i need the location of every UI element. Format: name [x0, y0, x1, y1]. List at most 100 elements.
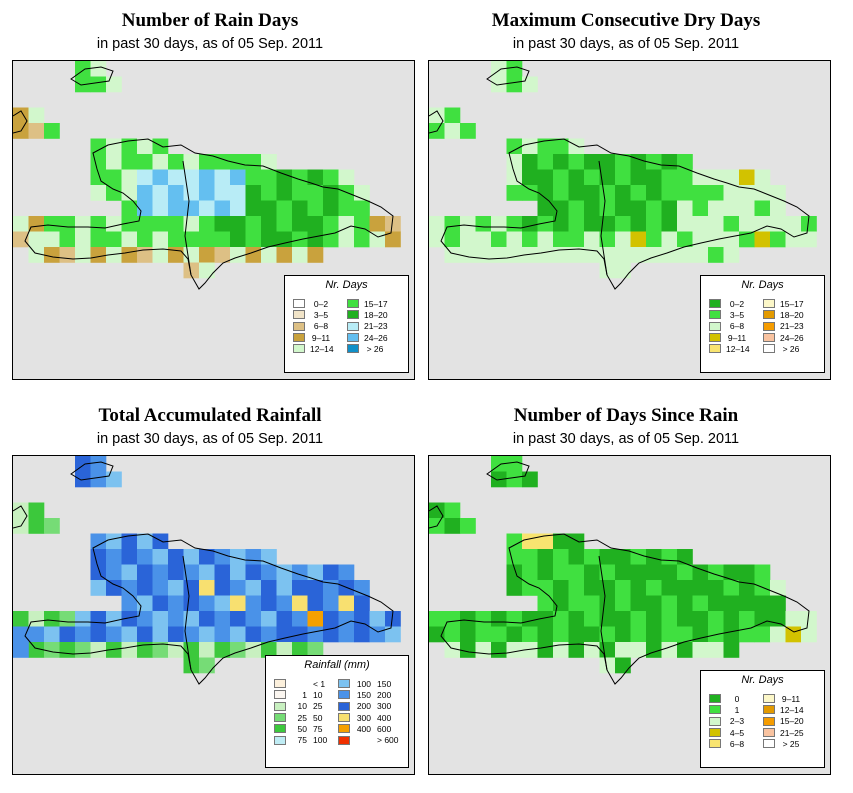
- legend-label-high: > 600: [377, 735, 399, 746]
- grid-cell: [245, 185, 262, 201]
- grid-cell: [770, 595, 786, 612]
- grid-cell: [646, 231, 662, 248]
- coastline: [13, 505, 28, 529]
- grid-cell: [137, 231, 153, 248]
- grid-cell: [214, 611, 231, 627]
- panel-since-rain: Number of Days Since Rain in past 30 day…: [418, 395, 834, 788]
- legend-entry: 1 10: [274, 689, 335, 700]
- legend-swatch: [347, 299, 359, 309]
- legend-label: 4–5: [729, 727, 745, 738]
- legend-swatch: [274, 735, 286, 745]
- grid-cell: [307, 642, 324, 658]
- grid-cell: [75, 626, 91, 643]
- grid-cell: [292, 185, 308, 201]
- grid-cell: [537, 549, 554, 565]
- grid-cell: [90, 138, 107, 155]
- grid-cell: [568, 580, 585, 596]
- grid-cell: [646, 216, 662, 232]
- legend-label-high: 200: [377, 689, 392, 700]
- legend-entry: 1: [709, 704, 748, 715]
- grid-cell: [106, 642, 122, 658]
- grid-cell: [444, 123, 461, 139]
- grid-cell: [385, 216, 401, 232]
- grid-cell: [307, 626, 324, 643]
- grid-cell: [785, 611, 802, 627]
- grid-cell: [646, 200, 662, 217]
- grid-cell: [338, 580, 355, 596]
- grid-cell: [754, 216, 771, 232]
- legend-label-high: 10: [313, 689, 323, 700]
- legend-entry: 50 75: [274, 723, 335, 734]
- grid-cell: [106, 231, 122, 248]
- coastline: [440, 533, 810, 685]
- grid-cell: [646, 564, 662, 581]
- grid-cell: [90, 456, 107, 472]
- grid-cell: [230, 564, 246, 581]
- grid-cell: [106, 580, 122, 596]
- legend-label: 6–8: [313, 321, 329, 332]
- grid-cell: [90, 76, 107, 93]
- grid-cell: [152, 247, 169, 263]
- grid-cell: [276, 200, 293, 217]
- grid-cell: [677, 216, 693, 232]
- grid-cell: [168, 611, 184, 627]
- grid-cell: [522, 247, 538, 263]
- legend-label: > 25: [782, 738, 800, 749]
- grid-cell: [292, 642, 308, 658]
- grid-cell: [553, 154, 569, 170]
- grid-cell: [522, 231, 538, 248]
- legend-label: 0–2: [729, 298, 745, 309]
- grid-cell: [369, 216, 386, 232]
- grid-cell: [13, 107, 29, 124]
- grid-cell: [28, 216, 45, 232]
- grid-cell: [599, 216, 616, 232]
- grid-cell: [553, 580, 569, 596]
- legend-entry: 6–8: [709, 738, 748, 749]
- coastline: [24, 138, 394, 290]
- grid-cell: [369, 626, 386, 643]
- grid-cell: [615, 231, 631, 248]
- grid-cell: [584, 216, 600, 232]
- grid-cell: [568, 642, 585, 658]
- legend-swatch: [763, 705, 775, 715]
- grid-cell: [292, 580, 308, 596]
- grid-cell: [168, 200, 184, 217]
- grid-cell: [553, 185, 569, 201]
- legend-entry: 12–14: [709, 343, 750, 354]
- grid-cell: [168, 169, 184, 186]
- legend-entry: 10 25: [274, 701, 335, 712]
- grid-cell: [199, 657, 215, 674]
- grid-cell: [615, 611, 631, 627]
- grid-cell: [599, 247, 616, 263]
- grid-cell: [214, 595, 231, 612]
- map-legend: Nr. Days 0 1 2–3 4–5 6–8 9–11 12–14 15–20 21–25 >…: [700, 670, 825, 768]
- grid-cell: [692, 595, 709, 612]
- grid-cell: [522, 611, 538, 627]
- grid-cell: [460, 642, 476, 658]
- grid-cell: [152, 580, 169, 596]
- hispaniola-map: [429, 456, 817, 685]
- grid-cell: [599, 595, 616, 612]
- grid-cell: [506, 533, 523, 550]
- grid-cell: [692, 185, 709, 201]
- grid-cell: [183, 564, 200, 581]
- legend-label: 9–11: [727, 332, 747, 343]
- grid-cell: [584, 231, 600, 248]
- map-legend: Nr. Days 0–2 3–5 6–8 9–11 12–14 15–17 18–20 21–…: [700, 275, 825, 373]
- grid-cell: [230, 595, 246, 612]
- grid-cell: [615, 247, 631, 263]
- grid-cell: [152, 611, 169, 627]
- legend-label: 15–17: [780, 298, 804, 309]
- grid-cell: [677, 247, 693, 263]
- grid-cell: [292, 200, 308, 217]
- grid-cell: [646, 549, 662, 565]
- grid-cell: [553, 611, 569, 627]
- grid-cell: [323, 611, 339, 627]
- panel-title: Maximum Consecutive Dry Days: [491, 10, 761, 31]
- grid-cell: [677, 580, 693, 596]
- panel-title: Total Accumulated Rainfall: [98, 405, 322, 426]
- grid-cell: [568, 611, 585, 627]
- grid-cell: [276, 611, 293, 627]
- grid-cell: [90, 154, 107, 170]
- grid-cell: [90, 611, 107, 627]
